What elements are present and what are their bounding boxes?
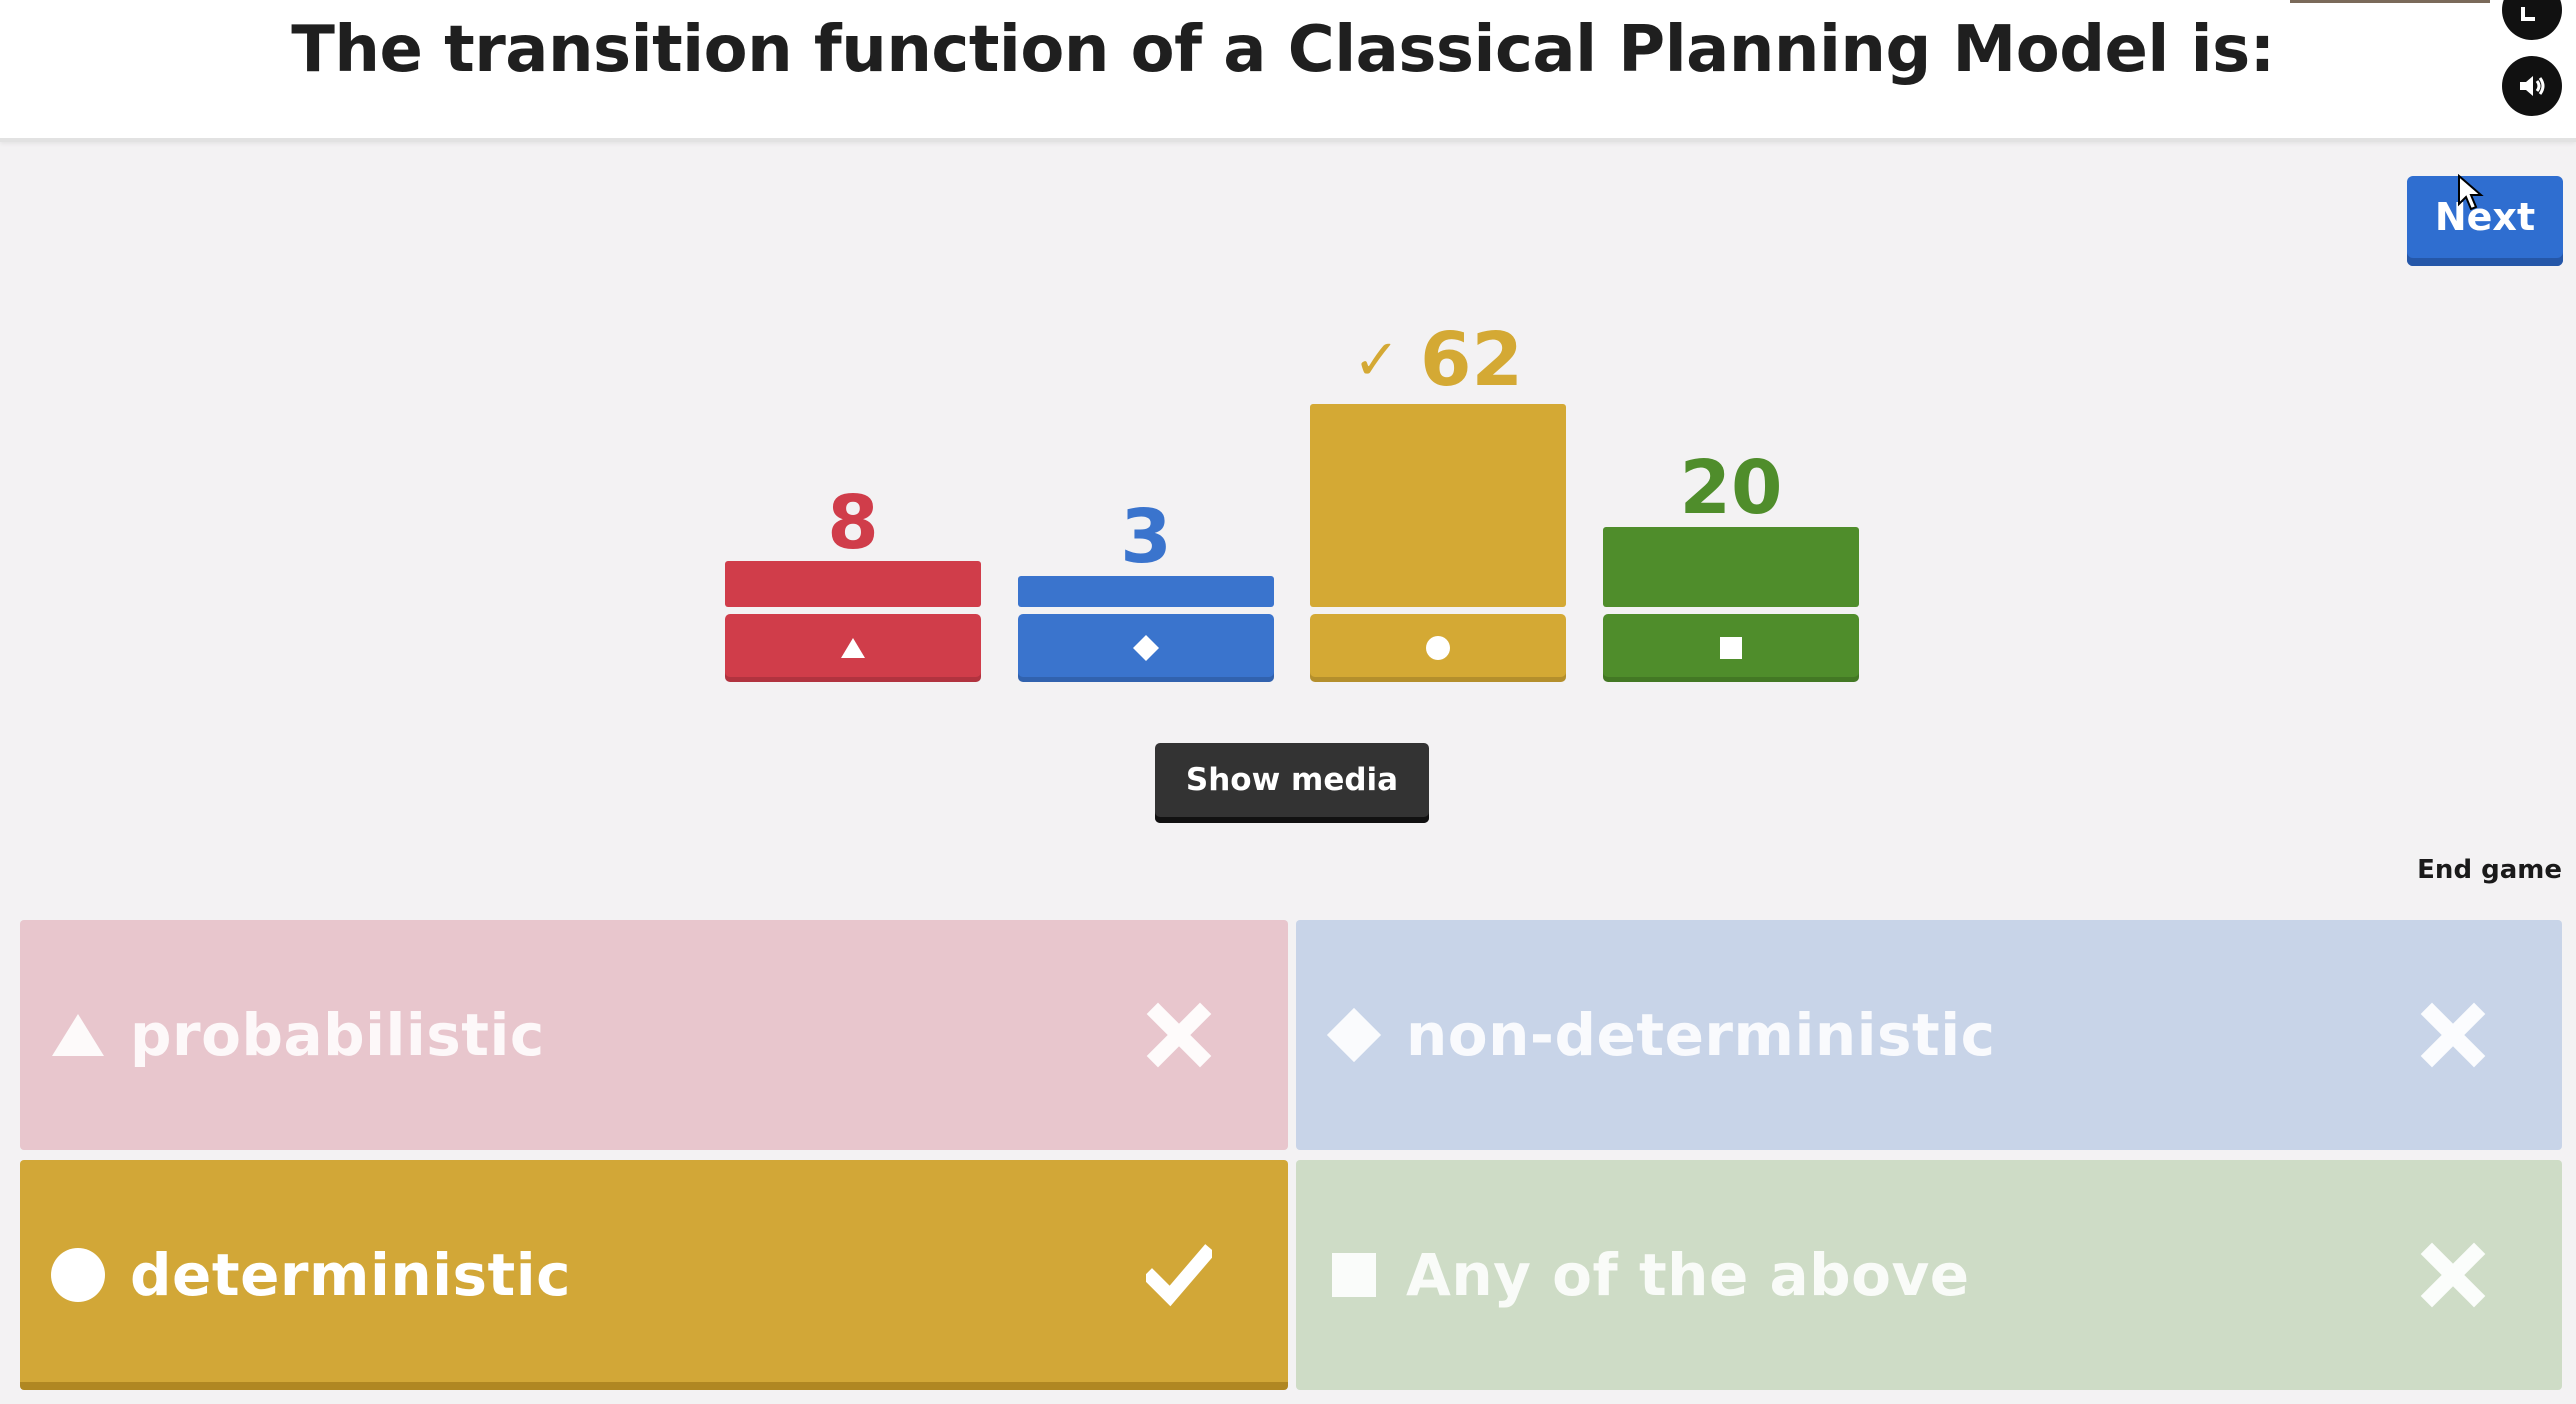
- incorrect-x-icon: [2420, 1002, 2486, 1068]
- end-game-link[interactable]: End game: [2417, 855, 2562, 885]
- diamond-icon: [1324, 1005, 1384, 1065]
- result-count-circle-value: 62: [1419, 317, 1523, 403]
- answer-label: deterministic: [130, 1241, 572, 1309]
- incorrect-x-icon: [1146, 1002, 1212, 1068]
- triangle-icon: [841, 638, 865, 658]
- result-bar-diamond: [1018, 576, 1274, 607]
- results-chart: 8 3 ✓ 62 20: [0, 0, 2576, 700]
- result-base-triangle: [725, 614, 981, 682]
- video-thumbnail-strip: [2290, 0, 2490, 3]
- answer-tile-circle: deterministic: [20, 1160, 1288, 1390]
- correct-check-icon: ✓: [1353, 328, 1400, 393]
- sound-button[interactable]: [2502, 56, 2562, 116]
- circle-icon: [1426, 636, 1450, 660]
- correct-check-icon: [1146, 1244, 1212, 1307]
- fullscreen-icon: [2521, 7, 2535, 21]
- result-bar-square: [1603, 527, 1859, 607]
- show-media-button[interactable]: Show media: [1155, 743, 1429, 823]
- answer-label: probabilistic: [130, 1001, 545, 1069]
- answer-label: non-deterministic: [1406, 1001, 1996, 1069]
- result-count-square: 20: [1679, 445, 1783, 531]
- result-base-circle: [1310, 614, 1566, 682]
- result-bar-triangle: [725, 561, 981, 607]
- result-base-diamond: [1018, 614, 1274, 682]
- next-button[interactable]: Next: [2407, 176, 2563, 266]
- triangle-icon: [48, 1005, 108, 1065]
- square-icon: [1720, 637, 1742, 659]
- result-count-circle: ✓ 62: [1310, 320, 1566, 401]
- incorrect-x-icon: [2420, 1242, 2486, 1308]
- answer-tile-square: Any of the above: [1296, 1160, 2562, 1390]
- answer-tile-triangle: probabilistic: [20, 920, 1288, 1150]
- speaker-icon: [2520, 76, 2545, 96]
- mouse-cursor-icon: [2458, 174, 2484, 211]
- result-count-triangle: 8: [827, 480, 879, 566]
- question-title: The transition function of a Classical P…: [291, 13, 2275, 87]
- answer-tile-diamond: non-deterministic: [1296, 920, 2562, 1150]
- result-base-square: [1603, 614, 1859, 682]
- result-count-diamond: 3: [1120, 494, 1172, 580]
- question-header: The transition function of a Classical P…: [0, 0, 2576, 142]
- answer-label: Any of the above: [1406, 1241, 1970, 1309]
- circle-icon: [48, 1245, 108, 1305]
- square-icon: [1324, 1245, 1384, 1305]
- result-bar-circle: [1310, 404, 1566, 607]
- diamond-icon: [1133, 635, 1159, 661]
